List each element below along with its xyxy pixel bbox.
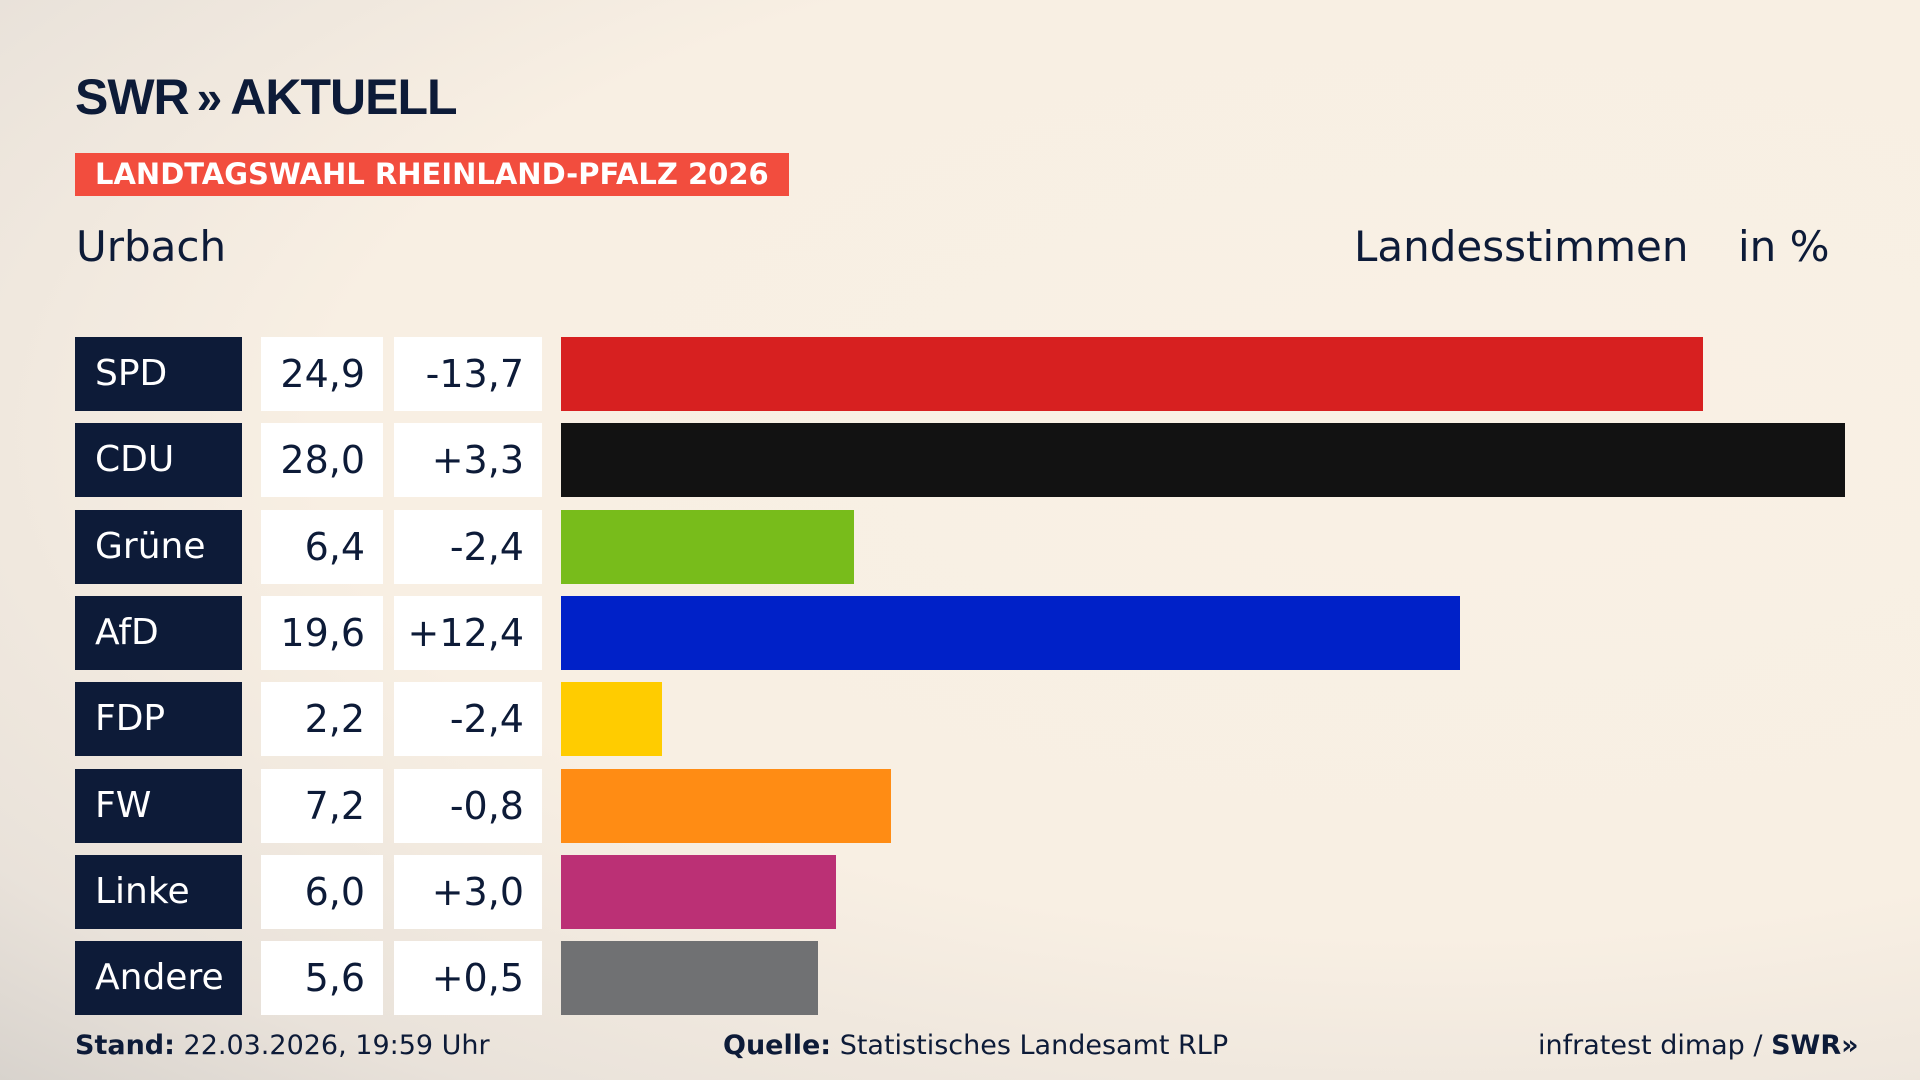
region-title: Urbach — [76, 222, 227, 271]
measure-label: Landesstimmen — [1354, 222, 1689, 271]
party-label: SPD — [75, 337, 242, 411]
party-row: FDP 2,2 -2,4 — [0, 682, 1920, 757]
party-row: Grüne 6,4 -2,4 — [0, 509, 1920, 584]
party-label: Grüne — [75, 509, 242, 584]
change-label: -0,8 — [394, 768, 542, 843]
bar-afd — [561, 595, 1460, 670]
value-label: 6,0 — [261, 854, 383, 929]
party-row: CDU 28,0 +3,3 — [0, 423, 1920, 498]
value-label: 6,4 — [261, 509, 383, 584]
value-label: 5,6 — [261, 941, 383, 1016]
change-label: +3,3 — [394, 423, 542, 498]
swr-small-logo: SWR» — [1771, 1030, 1859, 1061]
change-label: +3,0 — [394, 854, 542, 929]
credit: infratest dimap / SWR» — [1538, 1030, 1859, 1061]
logo-swr: SWR — [75, 69, 190, 125]
stand: Stand: 22.03.2026, 19:59 Uhr — [75, 1030, 490, 1061]
bar-cdu — [561, 423, 1845, 498]
party-row: FW 7,2 -0,8 — [0, 768, 1920, 843]
party-label: CDU — [75, 423, 242, 498]
party-label: Andere — [75, 941, 242, 1016]
swr-aktuell-logo: SWR» AKTUELL — [75, 68, 458, 126]
source-label: Quelle: — [723, 1030, 832, 1061]
credit-text: infratest dimap / — [1538, 1030, 1763, 1061]
party-row: Andere 5,6 +0,5 — [0, 941, 1920, 1016]
change-label: -13,7 — [394, 337, 542, 411]
logo-aktuell: AKTUELL — [230, 69, 457, 125]
value-label: 28,0 — [261, 423, 383, 498]
party-label: FDP — [75, 682, 242, 757]
logo-chevrons-icon: » — [196, 71, 222, 123]
stand-value: 22.03.2026, 19:59 Uhr — [183, 1030, 490, 1061]
bar-fdp — [561, 682, 662, 757]
party-row: AfD 19,6 +12,4 — [0, 595, 1920, 670]
party-row: Linke 6,0 +3,0 — [0, 854, 1920, 929]
bar-spd — [561, 337, 1703, 411]
unit-label: in % — [1738, 222, 1830, 271]
stand-label: Stand: — [75, 1030, 175, 1061]
bar-grüne — [561, 509, 855, 584]
change-label: -2,4 — [394, 509, 542, 584]
change-label: +12,4 — [394, 595, 542, 670]
election-banner: LANDTAGSWAHL RHEINLAND-PFALZ 2026 — [75, 153, 789, 196]
value-label: 2,2 — [261, 682, 383, 757]
value-label: 7,2 — [261, 768, 383, 843]
bar-linke — [561, 854, 837, 929]
source-value: Statistisches Landesamt RLP — [839, 1030, 1229, 1061]
bar-andere — [561, 941, 818, 1016]
party-label: FW — [75, 768, 242, 843]
party-label: AfD — [75, 595, 242, 670]
bar-fw — [561, 768, 892, 843]
source: Quelle: Statistisches Landesamt RLP — [723, 1030, 1228, 1061]
party-row: SPD 24,9 -13,7 — [0, 337, 1920, 411]
change-label: -2,4 — [394, 682, 542, 757]
change-label: +0,5 — [394, 941, 542, 1016]
value-label: 24,9 — [261, 337, 383, 411]
party-label: Linke — [75, 854, 242, 929]
value-label: 19,6 — [261, 595, 383, 670]
